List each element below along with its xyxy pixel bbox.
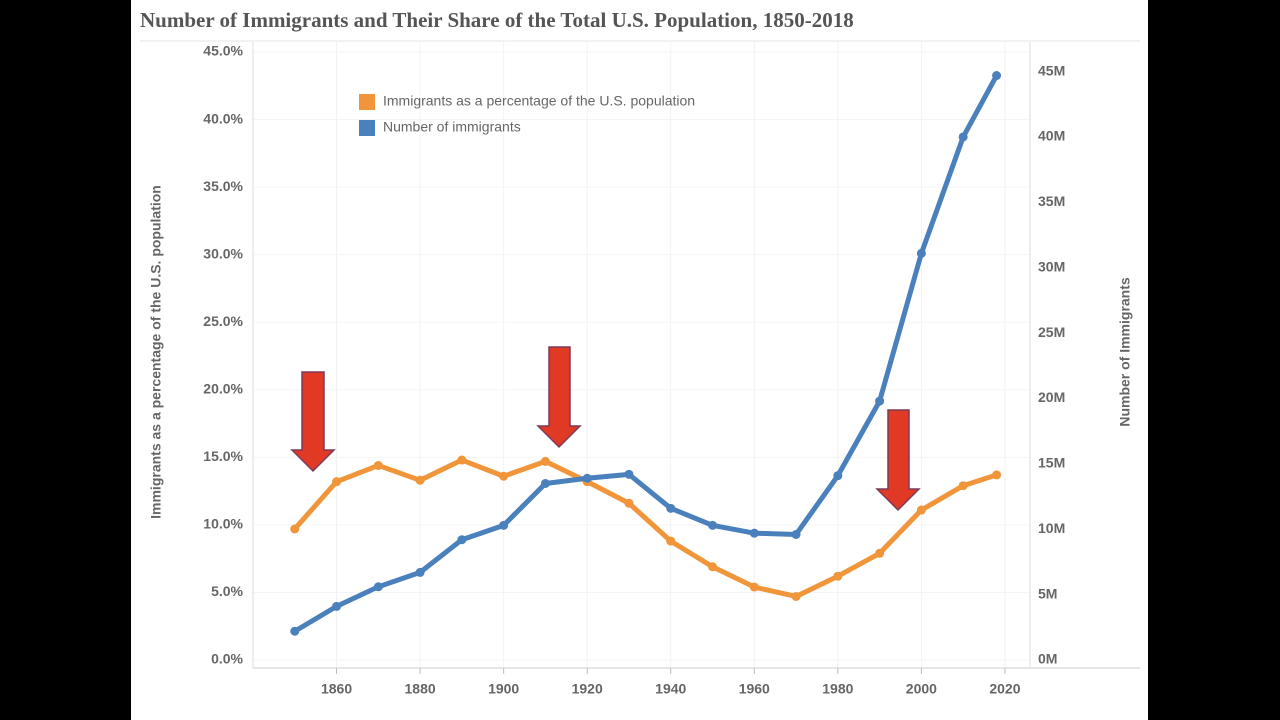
y-tick-label: 30.0% <box>203 245 243 261</box>
data-point <box>833 471 843 481</box>
legend-label: Number of immigrants <box>383 119 521 135</box>
data-point <box>290 626 300 636</box>
y2-tick-label: 20M <box>1038 389 1065 405</box>
y-tick-label: 45.0% <box>203 43 243 59</box>
arrow <box>290 371 336 473</box>
data-point <box>332 477 342 487</box>
annotation-arrows <box>290 346 921 512</box>
y-tick-label: 10.0% <box>203 516 243 532</box>
data-point <box>415 475 425 485</box>
data-point <box>958 481 968 491</box>
data-point <box>749 582 759 592</box>
data-point <box>624 469 634 479</box>
x-tick-label: 1980 <box>822 681 853 697</box>
data-point <box>457 455 467 465</box>
data-point <box>666 503 676 513</box>
data-point <box>916 248 926 258</box>
data-point <box>916 505 926 515</box>
data-point <box>833 571 843 581</box>
data-point <box>875 548 885 558</box>
data-point <box>499 520 509 530</box>
y-tick-label: 15.0% <box>203 448 243 464</box>
y2-tick-label: 0M <box>1038 651 1057 667</box>
x-tick-label: 2000 <box>906 681 937 697</box>
y-tick-label: 0.0% <box>211 651 243 667</box>
data-point <box>708 520 718 530</box>
x-tick-label: 1880 <box>405 681 436 697</box>
y-tick-label: 25.0% <box>203 313 243 329</box>
y-axis-title: Immigrants as a percentage of the U.S. p… <box>148 185 164 519</box>
y2-axis-title: Number of Immigrants <box>1117 277 1133 427</box>
x-tick-label: 2020 <box>989 681 1020 697</box>
arrow <box>875 409 921 512</box>
y-tick-label: 35.0% <box>203 178 243 194</box>
data-point <box>749 528 759 538</box>
x-tick-label: 1940 <box>655 681 686 697</box>
series-line <box>292 457 998 599</box>
arrow <box>536 346 582 449</box>
data-point <box>582 473 592 483</box>
data-point <box>666 536 676 546</box>
x-tick-label: 1900 <box>488 681 519 697</box>
y2-tick-label: 15M <box>1038 455 1065 471</box>
plot-area: 1860 1880 1900 1920 1940 1960 1980 2000 2020 0.0%… <box>203 42 1140 697</box>
y2-tick-label: 5M <box>1038 585 1057 601</box>
data-point <box>332 601 342 611</box>
data-point <box>373 460 383 470</box>
data-point <box>992 470 1002 480</box>
x-tick-label: 1860 <box>321 681 352 697</box>
y2-tick-label: 40M <box>1038 128 1065 144</box>
y-tick-label: 5.0% <box>211 583 243 599</box>
data-point <box>540 478 550 488</box>
y-tick-label: 20.0% <box>203 380 243 396</box>
data-point <box>540 456 550 466</box>
legend-swatch <box>359 120 375 136</box>
data-point <box>791 529 801 539</box>
chart-title: Number of Immigrants and Their Share of … <box>140 8 854 32</box>
series-line <box>293 74 999 634</box>
x-tick-label: 1960 <box>739 681 770 697</box>
data-point <box>373 582 383 592</box>
data-point <box>875 396 885 406</box>
y2-tick-label: 25M <box>1038 324 1065 340</box>
data-point <box>499 471 509 481</box>
data-point <box>992 71 1002 81</box>
y2-tick-label: 45M <box>1038 62 1065 78</box>
y2-tick-label: 30M <box>1038 258 1065 274</box>
data-point <box>415 567 425 577</box>
x-tick-label: 1920 <box>572 681 603 697</box>
data-point <box>290 524 300 534</box>
data-point <box>624 498 634 508</box>
y-tick-label: 40.0% <box>203 110 243 126</box>
data-point <box>958 132 968 142</box>
data-point <box>791 591 801 601</box>
legend-label: Immigrants as a percentage of the U.S. p… <box>383 93 695 109</box>
data-point <box>457 535 467 545</box>
legend-swatch <box>359 94 375 110</box>
y2-tick-label: 35M <box>1038 193 1065 209</box>
y2-tick-label: 10M <box>1038 520 1065 536</box>
data-point <box>708 562 718 572</box>
